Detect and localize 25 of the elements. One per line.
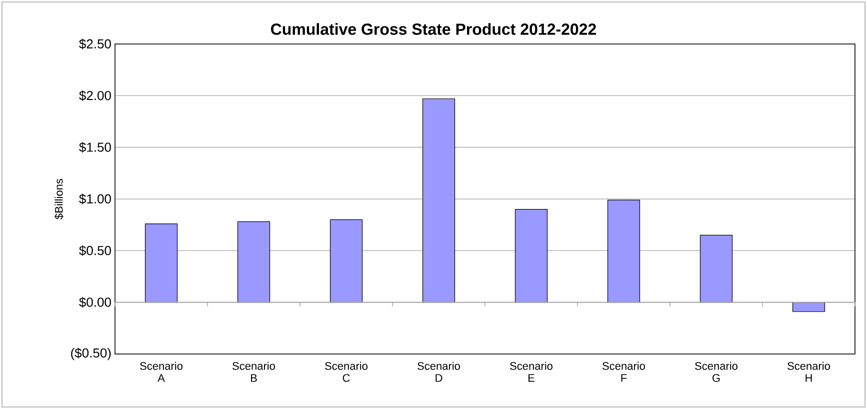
y-axis-title: $Billions [54, 178, 64, 220]
bar [237, 221, 270, 303]
bar [792, 302, 826, 312]
bar [514, 209, 548, 303]
bar [422, 98, 456, 303]
bar [700, 234, 733, 303]
x-tick-label: Scenario G [695, 362, 738, 382]
y-tick-label: $0.00 [79, 297, 111, 308]
x-tick-label: Scenario C [325, 362, 368, 382]
x-tick-label: Scenario A [140, 362, 182, 382]
x-tick-label: Scenario F [602, 362, 645, 382]
y-tick-label: $2.00 [79, 90, 111, 101]
x-tick-label: Scenario D [418, 362, 460, 382]
bar [607, 200, 640, 303]
y-tick-label: $0.50 [79, 245, 111, 256]
chart-title: Cumulative Gross State Product 2012-2022 [270, 23, 596, 35]
y-tick-label: $1.00 [79, 194, 111, 204]
bar [330, 219, 363, 303]
x-tick-label: Scenario B [232, 362, 275, 382]
y-tick-label: $1.50 [79, 142, 111, 153]
x-tick-label: Scenario H [788, 362, 830, 382]
y-tick-label: ($0.50) [71, 348, 111, 360]
y-tick-label: $2.50 [79, 38, 111, 50]
x-tick-label: Scenario E [510, 362, 552, 382]
bar [144, 223, 178, 303]
